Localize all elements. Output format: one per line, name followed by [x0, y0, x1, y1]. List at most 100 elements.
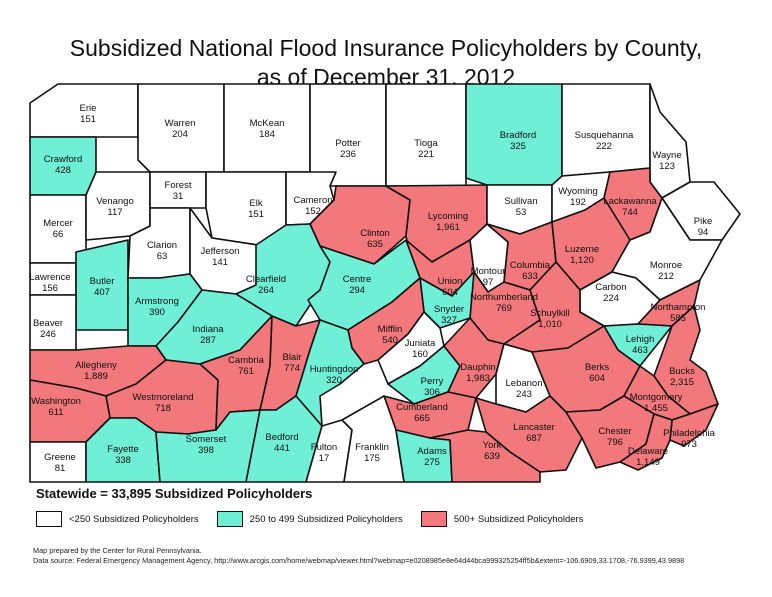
county-value-perry: 306 — [424, 387, 440, 398]
county-label-monroe: Monroe 212 — [650, 260, 682, 282]
county-value-erie: 151 — [80, 114, 96, 125]
county-label-jefferson: Jefferson 141 — [201, 246, 240, 268]
county-name-greene: Greene — [44, 452, 76, 463]
county-name-chester: Chester — [598, 426, 631, 437]
credits-prepared-by: Map prepared by the Center for Rural Pen… — [33, 546, 202, 555]
county-label-clearfield: Clearfield 264 — [246, 274, 286, 296]
county-name-clinton: Clinton — [360, 228, 390, 239]
county-name-wayne: Wayne — [652, 150, 681, 161]
county-name-lackawanna: Lackawanna — [603, 196, 657, 207]
county-name-mifflin: Mifflin — [378, 324, 403, 335]
county-value-bedford: 441 — [274, 443, 290, 454]
county-value-greene: 81 — [55, 463, 66, 474]
county-label-lebanon: Lebanon 243 — [506, 378, 543, 400]
county-label-fayette: Fayette 338 — [107, 444, 139, 466]
county-name-perry: Perry — [421, 376, 444, 387]
county-value-schuylkill: 1,010 — [538, 319, 562, 330]
county-label-montgomery: Montgomery 1,455 — [630, 392, 683, 414]
county-name-pike: Pike — [694, 216, 712, 227]
county-label-warren: Warren 204 — [165, 118, 196, 140]
county-name-schuylkill: Schuylkill — [530, 308, 570, 319]
county-value-adams: 275 — [424, 457, 440, 468]
county-name-clearfield: Clearfield — [246, 274, 286, 285]
county-label-indiana: Indiana 287 — [192, 324, 224, 346]
county-value-lancaster: 687 — [526, 433, 542, 444]
county-label-juniata: Juniata 160 — [405, 338, 436, 360]
county-name-beaver: Beaver — [33, 318, 63, 329]
county-value-potter: 236 — [340, 149, 356, 160]
county-label-butler: Butler 407 — [90, 276, 115, 298]
county-tioga — [385, 83, 467, 187]
county-label-venango: Venango 117 — [96, 196, 134, 218]
county-label-wyoming: Wyoming 192 — [558, 186, 598, 208]
county-value-susquehanna: 222 — [596, 141, 612, 152]
county-value-york: 639 — [484, 451, 500, 462]
county-name-venango: Venango — [96, 196, 134, 207]
county-value-northumberland: 769 — [496, 303, 512, 314]
county-name-forest: Forest — [165, 180, 192, 191]
county-label-mercer: Mercer 66 — [43, 218, 73, 240]
county-name-carbon: Carbon — [595, 282, 626, 293]
county-label-chester: Chester 796 — [598, 426, 631, 448]
county-name-cambria: Cambria — [228, 355, 265, 366]
county-name-monroe: Monroe — [650, 260, 682, 271]
county-label-somerset: Somerset 398 — [186, 434, 227, 456]
county-label-huntingdon: Huntingdon 320 — [310, 364, 359, 386]
county-name-cumberland: Cumberland — [396, 402, 448, 413]
county-name-delaware: Delaware — [628, 446, 668, 457]
legend-item-low: <250 Subsidized Policyholders — [36, 511, 199, 527]
county-label-clarion: Clarion 63 — [147, 240, 177, 262]
county-name-sullivan: Sullivan — [504, 196, 537, 207]
county-value-pike: 94 — [698, 227, 709, 238]
legend-item-mid: 250 to 499 Subsidized Policyholders — [216, 511, 403, 527]
county-name-fayette: Fayette — [107, 444, 139, 455]
county-value-delaware: 1,149 — [636, 457, 660, 468]
county-value-columbia: 633 — [522, 271, 538, 282]
county-name-montgomery: Montgomery — [630, 392, 683, 403]
county-value-warren: 204 — [172, 129, 188, 140]
county-value-luzerne: 1,120 — [570, 255, 594, 266]
county-label-lehigh: Lehigh 463 — [626, 334, 655, 356]
county-value-mifflin: 540 — [382, 335, 398, 346]
county-label-westmoreland: Westmoreland 718 — [132, 392, 193, 414]
county-name-mckean: McKean — [250, 118, 285, 129]
county-value-lehigh: 463 — [632, 345, 648, 356]
county-value-lackawanna: 744 — [622, 207, 638, 218]
county-label-crawford: Crawford 428 — [44, 154, 83, 176]
county-value-elk: 151 — [248, 209, 264, 220]
county-value-mckean: 184 — [259, 129, 275, 140]
county-value-philadelphia: 973 — [681, 439, 697, 450]
county-value-mercer: 66 — [53, 229, 64, 240]
county-value-jefferson: 141 — [212, 257, 228, 268]
legend-swatch-high — [420, 511, 447, 527]
county-name-elk: Elk — [249, 198, 262, 209]
county-value-franklin: 175 — [364, 453, 380, 464]
county-name-northumberland: Northumberland — [470, 292, 538, 303]
county-name-dauphin: Dauphin — [460, 362, 495, 373]
county-name-columbia: Columbia — [510, 260, 551, 271]
legend-label-high: 500+ Subsidized Policyholders — [453, 513, 584, 525]
county-label-lycoming: Lycoming 1,961 — [428, 211, 468, 233]
county-label-washington: Washington 611 — [31, 396, 81, 418]
county-label-berks: Berks 604 — [585, 362, 610, 384]
county-name-bradford: Bradford — [500, 130, 536, 141]
county-value-forest: 31 — [173, 191, 184, 202]
county-value-clarion: 63 — [157, 251, 168, 262]
county-value-indiana: 287 — [200, 335, 216, 346]
county-name-bucks: Bucks — [669, 366, 695, 377]
county-label-potter: Potter 236 — [335, 138, 360, 160]
county-name-bedford: Bedford — [265, 432, 298, 443]
county-name-wyoming: Wyoming — [558, 186, 598, 197]
county-name-lebanon: Lebanon — [506, 378, 543, 389]
county-name-indiana: Indiana — [192, 324, 224, 335]
county-name-philadelphia: Philadelphia — [663, 428, 715, 439]
county-name-snyder: Snyder — [434, 304, 464, 315]
county-label-bucks: Bucks 2,315 — [669, 366, 695, 388]
county-label-bedford: Bedford 441 — [265, 432, 298, 454]
county-label-lackawanna: Lackawanna 744 — [603, 196, 657, 218]
county-name-allegheny: Allegheny — [75, 360, 117, 371]
county-name-crawford: Crawford — [44, 154, 83, 165]
county-name-fulton: Fulton — [311, 442, 337, 453]
county-value-cumberland: 665 — [414, 413, 430, 424]
county-label-sullivan: Sullivan 53 — [504, 196, 537, 218]
